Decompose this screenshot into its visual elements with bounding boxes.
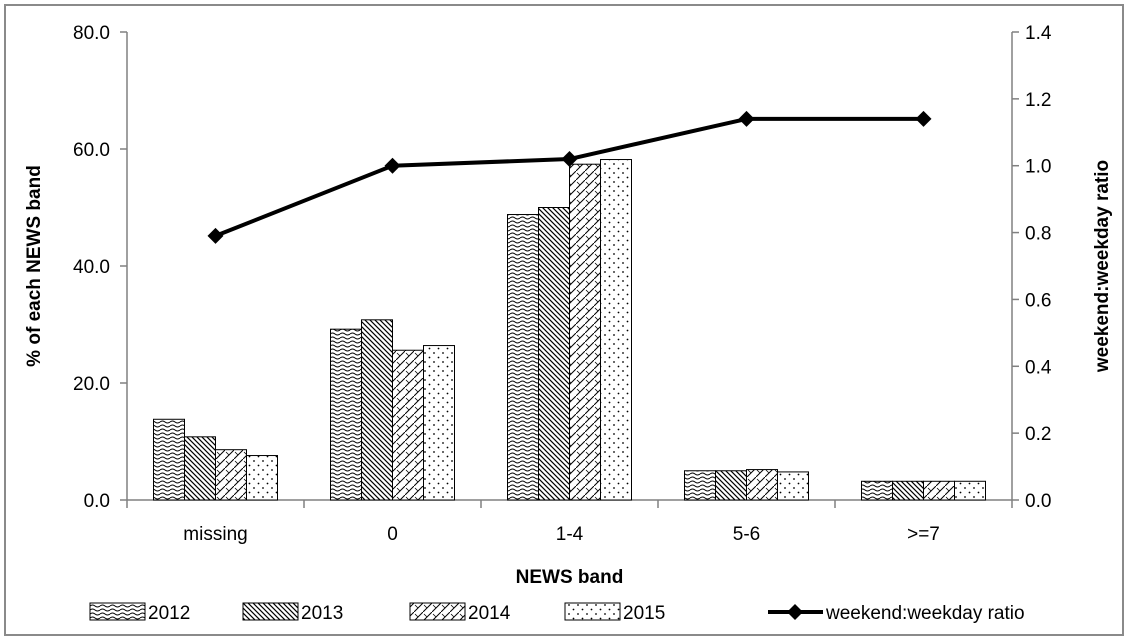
bar-2013-5-6 bbox=[715, 470, 747, 501]
bars bbox=[153, 159, 986, 501]
category-label: missing bbox=[183, 524, 247, 545]
right-tick-label: 0.4 bbox=[1025, 357, 1052, 378]
ratio-point-5-6 bbox=[738, 110, 755, 127]
bar-2012-5-6 bbox=[684, 470, 716, 501]
bar-2014->=7 bbox=[923, 480, 955, 501]
bar-2013-0 bbox=[361, 319, 393, 501]
ratio-point->=7 bbox=[915, 110, 932, 127]
y2-axis-title: weekend:weekday ratio bbox=[1092, 160, 1113, 373]
left-tick-label: 80.0 bbox=[73, 23, 110, 44]
category-label: >=7 bbox=[907, 524, 940, 545]
y-axis-title: % of each NEWS band bbox=[24, 165, 45, 367]
bar-2015-missing bbox=[246, 455, 278, 501]
legend-swatch-2015 bbox=[564, 602, 621, 621]
bar-2013->=7 bbox=[892, 480, 924, 501]
legend-label-ratio: weekend:weekday ratio bbox=[825, 603, 1025, 624]
left-tick-label: 20.0 bbox=[73, 374, 110, 395]
category-label: 0 bbox=[387, 524, 398, 545]
bar-2014-5-6 bbox=[746, 469, 778, 501]
ratio-point-0 bbox=[384, 157, 401, 174]
right-tick-label: 0.0 bbox=[1025, 491, 1051, 512]
bar-2014-1-4 bbox=[569, 163, 601, 501]
legend-line-marker bbox=[787, 604, 803, 620]
x-axis-title: NEWS band bbox=[516, 567, 624, 588]
bar-2013-1-4 bbox=[538, 207, 570, 501]
legend-label-2015: 2015 bbox=[623, 603, 665, 624]
bar-2013-missing bbox=[184, 436, 216, 501]
bar-2012->=7 bbox=[861, 480, 893, 501]
ratio-point-1-4 bbox=[561, 151, 578, 168]
bar-2014-0 bbox=[392, 349, 424, 501]
bar-2012-missing bbox=[153, 418, 185, 501]
right-tick-label: 0.8 bbox=[1025, 224, 1051, 245]
bar-2012-1-4 bbox=[507, 214, 539, 501]
left-tick-label: 0.0 bbox=[84, 491, 110, 512]
left-tick-label: 40.0 bbox=[73, 257, 110, 278]
bar-2015-5-6 bbox=[777, 471, 809, 501]
right-tick-label: 0.2 bbox=[1025, 424, 1051, 445]
legend-label-2014: 2014 bbox=[468, 603, 511, 624]
legend-label-2013: 2013 bbox=[301, 603, 343, 624]
bar-2012-0 bbox=[330, 328, 362, 501]
legend-label-2012: 2012 bbox=[148, 603, 190, 624]
bar-2015->=7 bbox=[954, 480, 986, 501]
category-label: 5-6 bbox=[733, 524, 760, 545]
category-label: 1-4 bbox=[556, 524, 584, 545]
bar-2014-missing bbox=[215, 449, 247, 501]
right-tick-label: 1.2 bbox=[1025, 90, 1051, 111]
right-tick-label: 1.0 bbox=[1025, 157, 1051, 178]
ratio-point-missing bbox=[207, 227, 224, 244]
right-tick-label: 0.6 bbox=[1025, 290, 1051, 311]
left-tick-label: 60.0 bbox=[73, 140, 110, 161]
ratio-line bbox=[207, 110, 932, 244]
legend-swatch-2013 bbox=[242, 602, 299, 621]
legend-swatch-2014 bbox=[409, 602, 466, 621]
right-tick-label: 1.4 bbox=[1025, 23, 1052, 44]
bar-2015-1-4 bbox=[600, 159, 632, 501]
labels: 0.0 20.0 40.0 60.0 80.0 0.0 0.2 0.4 0.6 0.8 1.0 1.2… bbox=[24, 23, 1113, 588]
legend: 2012 2013 2014 2015 weekend:weekday ratio bbox=[89, 602, 1025, 624]
legend-swatch-2012 bbox=[89, 602, 146, 621]
bar-2015-0 bbox=[423, 345, 455, 501]
